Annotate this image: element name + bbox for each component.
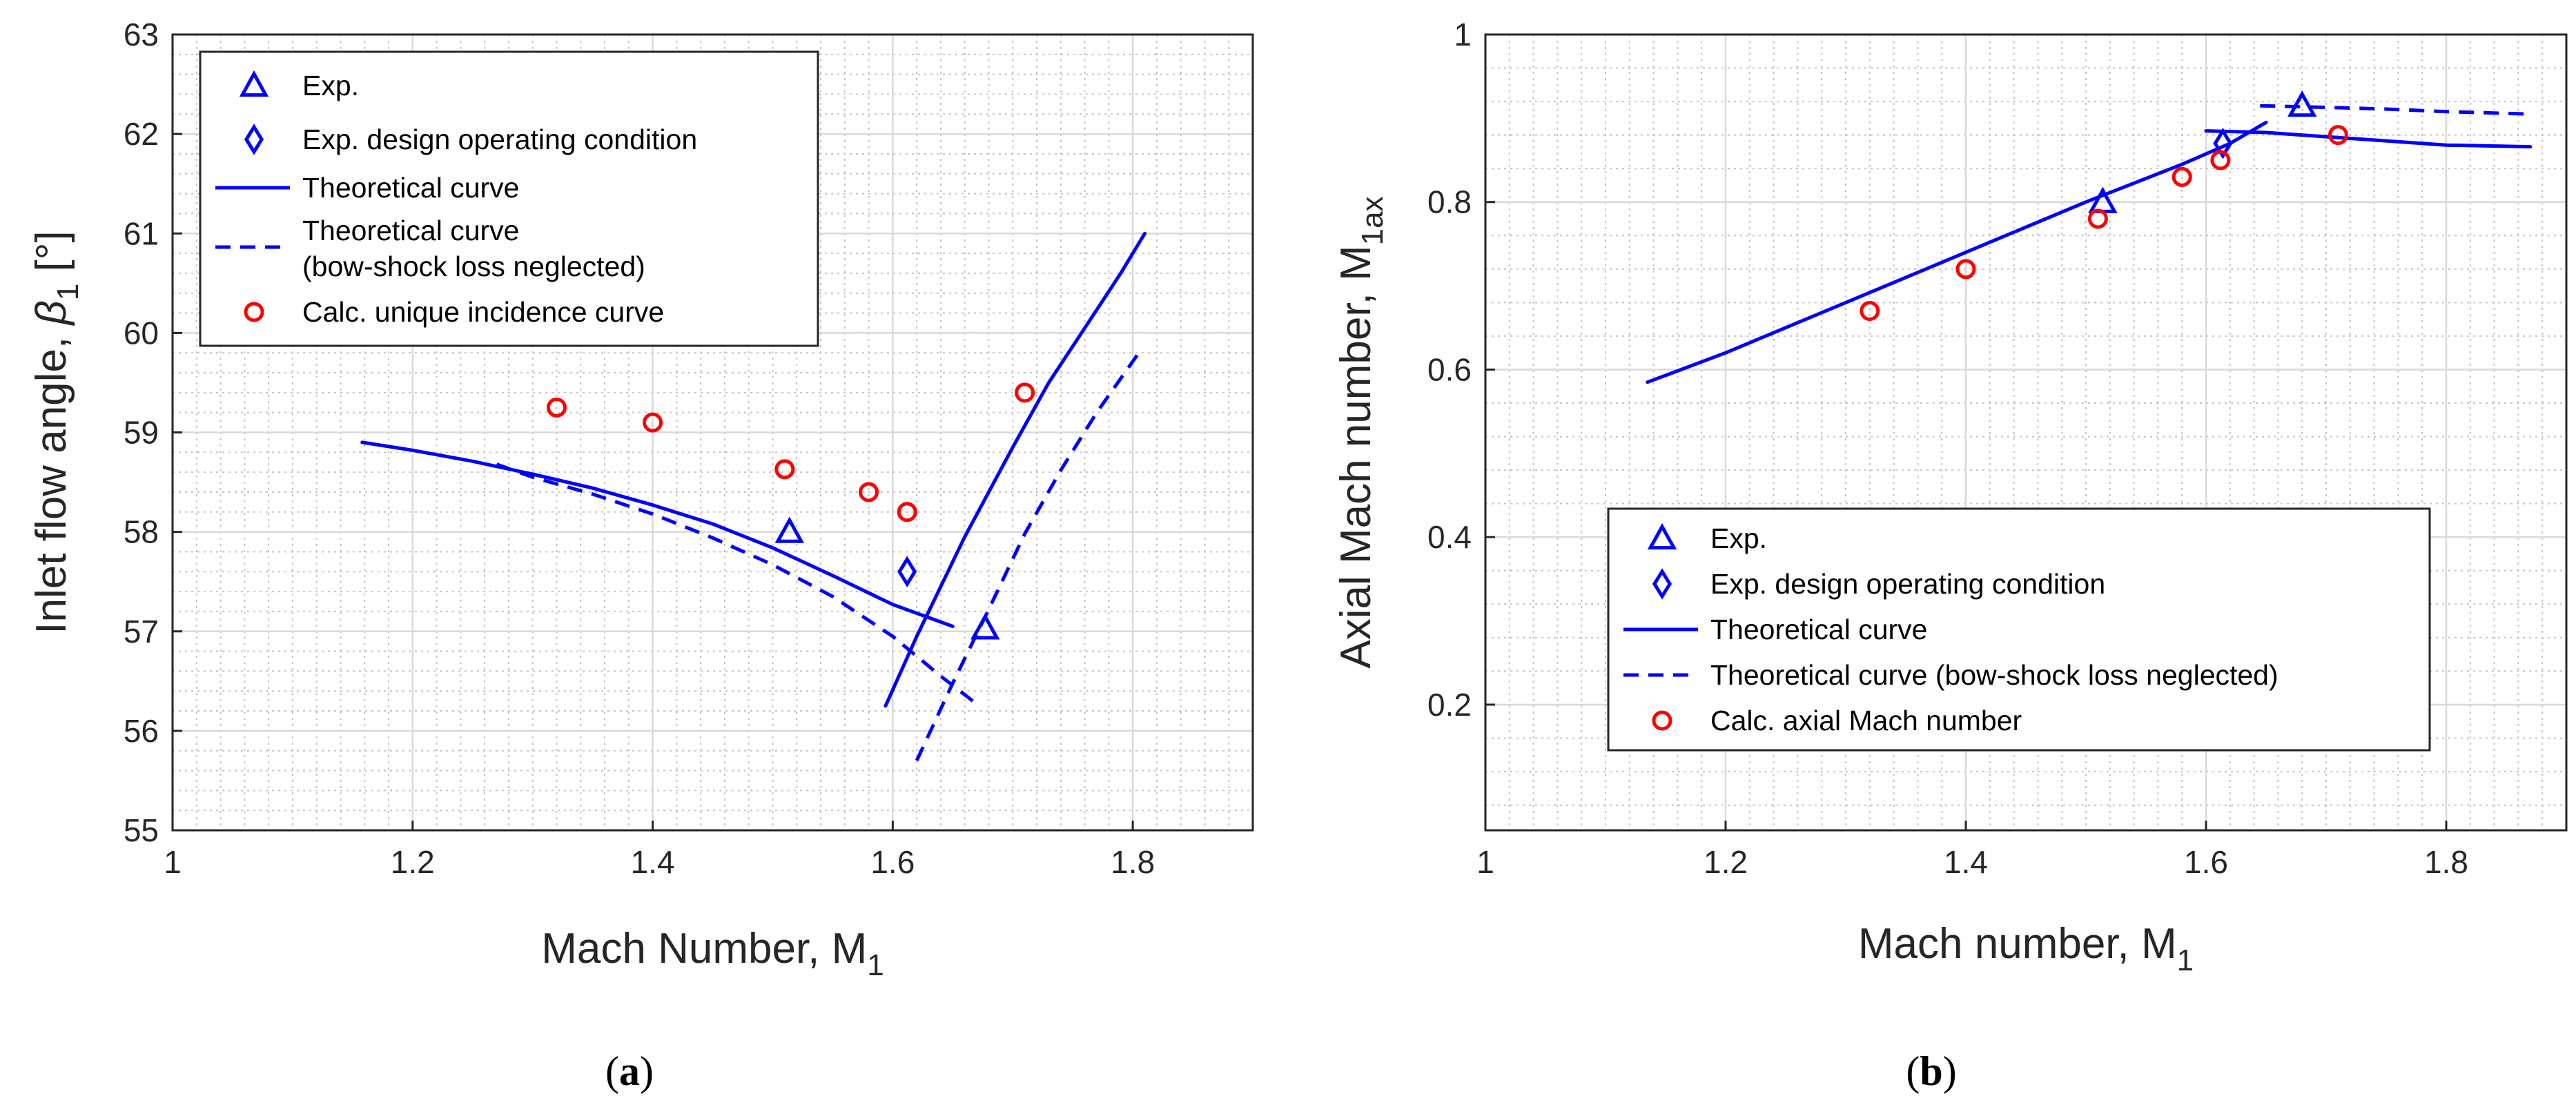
theoretical-curve-dashed [2260,104,2530,116]
chart-panel-b: 1 1.2 1.4 1.6 1.8 0.2 0.4 0.6 0.8 1 Exp. Exp. desig… [1332,17,2568,1094]
y-tick-label: 55 [124,812,159,848]
legend-label: Calc. unique incidence curve [302,296,664,328]
y-tick-label: 59 [124,415,159,451]
legend-box [1607,507,2431,752]
x-tick-label: 1.4 [1944,844,1988,880]
x-tick-label: 1.6 [870,844,915,880]
x-tick-label: 1.8 [2424,844,2468,880]
circle-marker [774,459,795,480]
legend-label: Theoretical curve [302,172,519,204]
y-tick-label: 0.2 [1427,687,1472,723]
legend: Exp. Exp. design operating condition Theor… [1607,507,2431,752]
y-tick-label: 1 [1454,17,1472,52]
y-tick-label: 57 [124,614,159,649]
x-tick-label: 1.6 [2184,844,2228,880]
panel-caption: (a) [605,1048,654,1094]
diamond-marker [2213,128,2233,159]
y-tick-label: 62 [124,116,159,152]
legend-label: Theoretical curve (bow-shock loss neglec… [1710,659,2279,691]
circle-marker [859,482,879,502]
chart-panel-a: 1 1.2 1.4 1.6 1.8 55 56 57 58 59 60 61 62 63 Exp. Exp. … [28,17,1254,1094]
y-tick-label: 58 [124,514,159,550]
circle-marker [2328,125,2348,146]
circle-marker [2210,150,2231,170]
legend-marker-circle [244,302,264,322]
theoretical-curve-solid [884,231,1146,708]
y-tick-label: 56 [124,713,159,749]
x-tick-label: 1 [1476,844,1494,880]
x-tick-label: 1 [164,844,182,880]
theoretical-curve-solid [360,440,955,628]
diamond-marker [897,556,917,588]
circle-marker [1860,301,1880,322]
y-tick-label: 0.6 [1427,351,1472,387]
x-tick-label: 1.4 [631,844,675,880]
triangle-marker [774,516,805,543]
legend-marker-circle [1652,710,1672,731]
y-tick-label: 60 [124,315,159,351]
legend-marker-diamond [1652,568,1672,600]
x-tick-label: 1.2 [391,844,435,880]
x-tick-label: 1.2 [1704,844,1748,880]
circle-marker [2087,208,2108,229]
circle-marker [546,397,567,418]
theoretical-curve-solid [2204,129,2533,149]
circle-marker [897,502,917,522]
y-tick-label: 61 [124,215,159,251]
legend-box [199,50,819,347]
x-tick-label: 1.8 [1111,844,1155,880]
triangle-marker [970,613,1000,640]
y-tick-label: 0.4 [1427,519,1472,555]
panel-caption: (b) [1906,1048,1956,1094]
circle-marker [1015,382,1035,403]
axes-box [1484,33,2568,832]
legend-label: Exp. [302,70,359,101]
circle-marker [2172,166,2192,187]
legend-label-line2: (bow-shock loss neglected) [302,251,645,282]
legend-label: Exp. [1710,522,1767,554]
x-axis-label: Mach Number, M1 [541,925,884,982]
legend-label: Exp. design operating condition [302,124,697,155]
theoretical-curve-solid [1646,120,2268,384]
legend-marker-diamond [244,124,264,155]
y-axis-label: Axial Mach number, M1ax [1332,196,1389,668]
legend-label: Calc. axial Mach number [1710,705,2022,736]
theoretical-curve-dashed [496,462,981,707]
x-axis-label: Mach number, M1 [1858,920,2194,977]
legend-marker-triangle [239,70,269,97]
y-axis-label: Inlet flow angle, β1 [°] [28,231,85,634]
legend: Exp. Exp. design operating condition Theor… [199,50,819,347]
legend-marker-triangle [1647,522,1677,550]
legend-label: Theoretical curve [302,215,519,246]
circle-marker [643,412,663,433]
legend-label: Exp. design operating condition [1710,568,2105,600]
theoretical-curve-dashed [915,346,1144,762]
legend-label: Theoretical curve [1710,614,1927,645]
circle-marker [1955,259,1976,280]
y-tick-label: 0.8 [1427,184,1472,220]
y-tick-label: 63 [124,17,159,52]
triangle-marker [2287,90,2317,117]
